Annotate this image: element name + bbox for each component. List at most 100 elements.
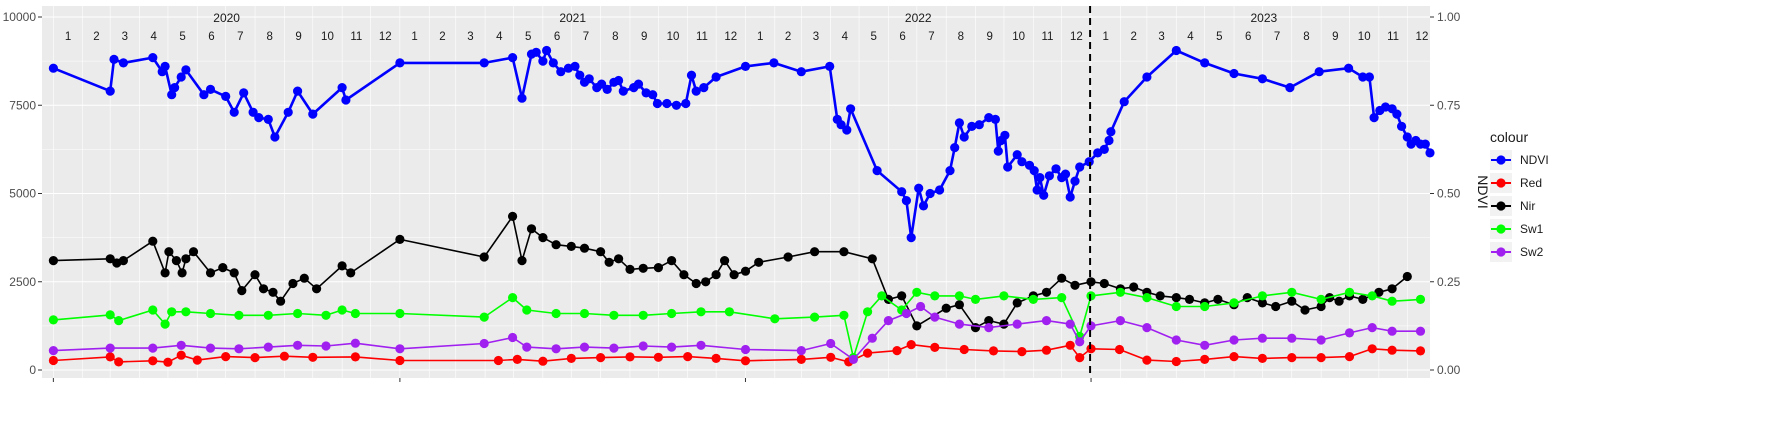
data-point-sw1 [205, 308, 216, 319]
data-point-red [863, 348, 873, 358]
data-point-nir [148, 236, 158, 246]
data-point-sw1 [263, 310, 273, 320]
month-label: 6 [1245, 31, 1251, 43]
data-point-nir [614, 254, 624, 264]
data-point-ndvi [109, 54, 119, 64]
data-point-ndvi [1003, 162, 1013, 172]
data-point-ndvi [1070, 176, 1080, 186]
legend-key-point [1496, 247, 1506, 257]
data-point-red [1387, 345, 1397, 355]
data-point-ndvi [681, 98, 691, 109]
legend-item-label: Sw1 [1520, 222, 1544, 236]
data-point-ndvi [1420, 139, 1430, 149]
data-point-sw2 [507, 332, 518, 343]
data-point-sw1 [350, 308, 360, 319]
data-point-red [959, 344, 969, 355]
data-point-sw2 [1171, 335, 1181, 345]
data-point-ndvi [1104, 135, 1114, 146]
month-label: 7 [928, 31, 934, 43]
month-label: 8 [1303, 31, 1309, 43]
legend-key-point [1496, 155, 1506, 165]
data-point-nir [999, 319, 1009, 329]
month-label: 8 [958, 31, 964, 43]
data-point-sw1 [1057, 293, 1067, 303]
data-point-nir [970, 323, 981, 333]
data-point-ndvi [633, 79, 644, 89]
data-point-sw2 [1344, 328, 1355, 338]
month-label: 12 [379, 31, 392, 43]
month-label: 6 [208, 31, 214, 43]
year-label: 2022 [905, 11, 932, 25]
data-point-sw2 [1012, 319, 1022, 329]
data-point-ndvi [199, 90, 209, 100]
data-point-nir [205, 268, 216, 278]
series-line-sw2 [53, 305, 1421, 361]
data-point-red [1017, 347, 1027, 357]
data-point-sw2 [148, 343, 158, 353]
month-label: 5 [1216, 31, 1222, 43]
data-point-sw1 [1229, 298, 1239, 308]
data-point-red [250, 353, 260, 363]
data-point-ndvi [1065, 192, 1075, 202]
data-point-nir [729, 270, 739, 280]
data-point-nir [912, 321, 922, 331]
left-tick-label: 10000 [3, 10, 37, 24]
data-point-sw2 [1065, 319, 1075, 329]
data-point-sw1 [970, 294, 981, 304]
data-point-red [596, 353, 606, 363]
data-point-ndvi [1060, 169, 1071, 179]
data-point-red [906, 340, 916, 350]
data-point-ndvi [118, 58, 128, 68]
data-point-sw1 [1171, 301, 1181, 312]
data-point-sw1 [1287, 287, 1297, 297]
data-point-sw1 [954, 291, 965, 301]
data-point-nir [188, 247, 199, 257]
data-point-ndvi [170, 83, 180, 93]
data-point-sw1 [105, 310, 115, 320]
data-point-sw1 [1028, 294, 1038, 304]
data-point-ndvi [1106, 127, 1116, 137]
data-point-ndvi [993, 146, 1003, 156]
data-point-red [1287, 353, 1297, 363]
data-point-nir [810, 247, 820, 257]
data-point-sw1 [696, 307, 706, 317]
data-point-sw1 [863, 307, 873, 317]
data-point-ndvi [570, 61, 580, 71]
data-point-sw2 [234, 344, 244, 354]
data-point-ndvi [1171, 45, 1181, 56]
right-tick-label: 0.75 [1437, 98, 1461, 112]
data-point-sw2 [916, 301, 926, 312]
data-point-sw1 [148, 305, 158, 315]
data-point-ndvi [270, 132, 280, 142]
data-point-nir [258, 284, 269, 294]
right-tick-label: 0.00 [1437, 363, 1461, 377]
data-point-ndvi [148, 53, 158, 63]
data-point-red [538, 356, 548, 366]
data-point-sw2 [883, 316, 894, 326]
month-label: 9 [987, 31, 993, 43]
data-point-ndvi [538, 56, 548, 66]
data-point-ndvi [954, 118, 965, 128]
data-point-nir [237, 286, 247, 296]
data-point-ndvi [950, 143, 960, 153]
data-point-ndvi [686, 70, 697, 80]
data-point-ndvi [1084, 157, 1094, 167]
data-point-ndvi [105, 86, 115, 96]
data-point-nir [1300, 305, 1310, 315]
data-point-red [176, 350, 186, 360]
data-point-sw2 [740, 344, 751, 355]
month-label: 6 [899, 31, 905, 43]
right-axis-title: NDVI [1475, 175, 1491, 208]
month-label: 11 [696, 31, 708, 43]
data-point-ndvi [1012, 150, 1022, 160]
data-point-sw2 [1229, 335, 1239, 345]
legend-item-label: Nir [1520, 199, 1535, 213]
legend-item-label: Sw2 [1520, 245, 1544, 259]
month-label: 10 [1012, 31, 1025, 43]
data-point-sw2 [551, 344, 561, 354]
month-label: 4 [151, 31, 158, 43]
data-point-sw1 [293, 308, 303, 319]
legend-item-label: Red [1520, 176, 1542, 190]
